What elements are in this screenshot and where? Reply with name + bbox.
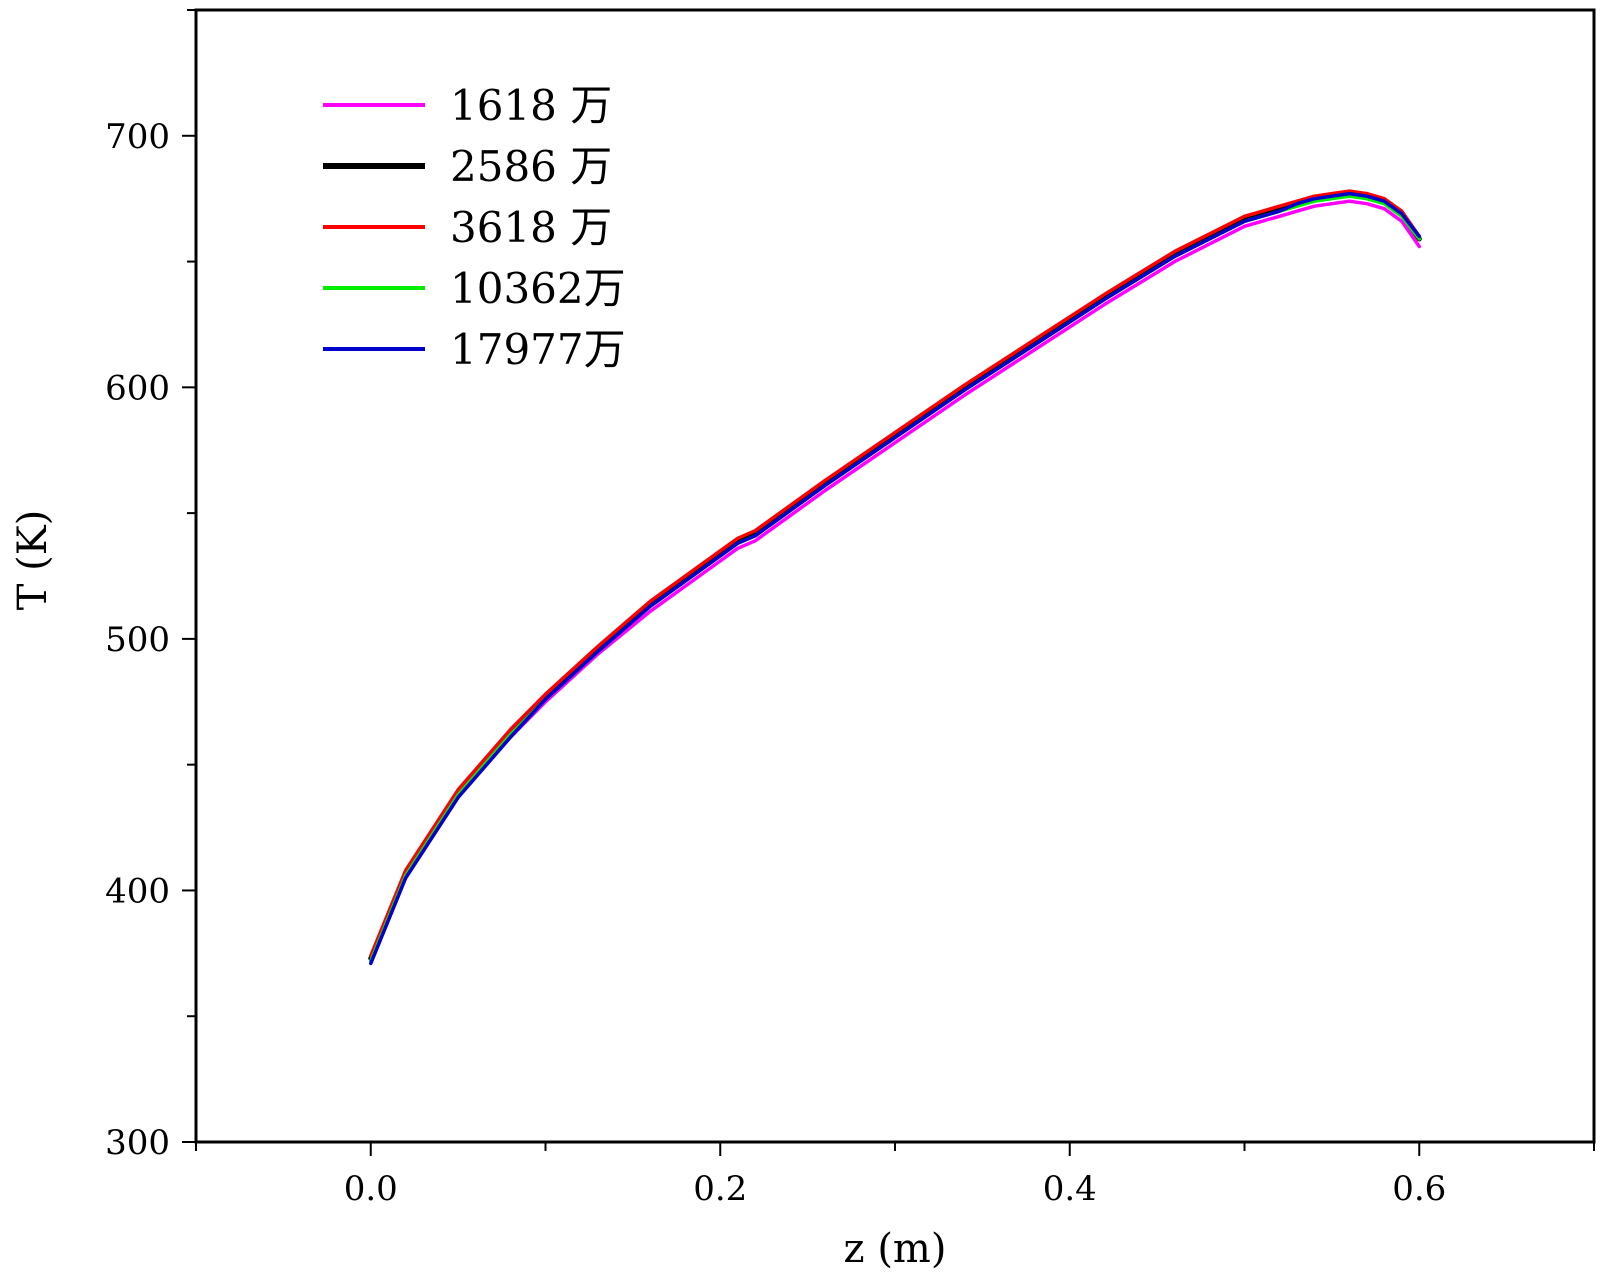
y-tick-label: 600 [105, 368, 170, 408]
x-tick-label: 0.6 [1392, 1169, 1446, 1209]
y-axis-title: T (K) [10, 510, 56, 611]
y-tick-label: 500 [105, 620, 170, 660]
series-line-3 [369, 189, 1422, 958]
x-tick-label: 0.2 [693, 1169, 747, 1209]
x-tick-label: 0.4 [1043, 1169, 1097, 1209]
plot-frame [194, 8, 1596, 1144]
legend-label: 2586 万 [450, 142, 612, 191]
legend-label: 17977万 [450, 325, 626, 374]
series-line-5 [369, 191, 1422, 966]
x-tick-label: 0.0 [344, 1169, 398, 1209]
legend-label: 10362万 [450, 264, 626, 313]
legend: 1618 万 2586 万 3618 万 10362万 17977万 [323, 81, 626, 374]
y-tick-label: 300 [105, 1123, 170, 1163]
y-tick-label: 400 [105, 871, 170, 911]
x-axis-title: z (m) [844, 1226, 947, 1272]
legend-label: 3618 万 [450, 203, 612, 252]
legend-label: 1618 万 [450, 81, 612, 130]
y-axis-ticks: 300 400 500 600 700 [105, 9, 196, 1163]
series-line-1 [369, 199, 1422, 961]
x-axis-ticks: 0.0 0.2 0.4 0.6 [195, 1142, 1595, 1209]
series-layer [368, 189, 1422, 966]
y-tick-label: 700 [105, 117, 170, 157]
